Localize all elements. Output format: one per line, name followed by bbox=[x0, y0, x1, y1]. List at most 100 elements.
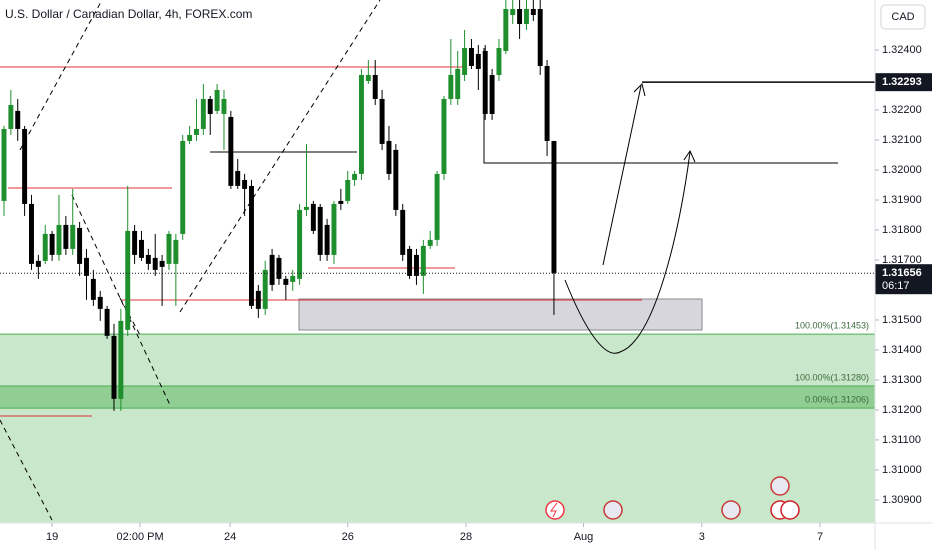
candle-body bbox=[242, 179, 248, 189]
candle-body bbox=[152, 257, 158, 270]
zone bbox=[0, 334, 875, 523]
candle-body bbox=[22, 128, 28, 204]
candle-body bbox=[214, 89, 220, 111]
y-tick-label: 1.31800 bbox=[882, 224, 922, 236]
candle-body bbox=[49, 233, 55, 255]
candle-body bbox=[166, 233, 172, 264]
candle-body bbox=[462, 47, 468, 75]
candle-body bbox=[324, 224, 330, 255]
candle-body bbox=[393, 149, 399, 210]
x-tick-label: 3 bbox=[699, 531, 705, 543]
candle-body bbox=[358, 74, 364, 174]
candle-body bbox=[262, 269, 268, 309]
candle-body bbox=[29, 203, 34, 264]
candle-body bbox=[187, 134, 193, 141]
candle-body bbox=[407, 248, 413, 276]
candle-body bbox=[283, 278, 289, 285]
event-icon[interactable] bbox=[603, 500, 623, 520]
y-tick-label: 1.32100 bbox=[882, 134, 922, 146]
candle-body bbox=[523, 8, 529, 24]
zones: 100.00%(1.31453) 100.00%(1.31280) 0.00%(1.… bbox=[0, 320, 875, 523]
candle-body bbox=[159, 260, 165, 267]
x-tick-label: 7 bbox=[817, 531, 823, 543]
y-tick-label: 1.31700 bbox=[882, 254, 922, 266]
candle-body bbox=[530, 8, 536, 15]
zone-label: 100.00%(1.31280) bbox=[795, 372, 869, 382]
candle-body bbox=[517, 8, 523, 24]
event-icon[interactable] bbox=[721, 500, 741, 520]
candle-body bbox=[475, 53, 481, 69]
candle-body bbox=[77, 227, 83, 264]
target-label: 1.32293 bbox=[882, 76, 922, 88]
candle-body bbox=[420, 245, 426, 276]
zone-band bbox=[0, 385, 875, 409]
trend-line bbox=[0, 419, 53, 521]
y-tick-label: 1.32200 bbox=[882, 104, 922, 116]
candle-body bbox=[489, 74, 495, 114]
x-tick-label: 19 bbox=[46, 531, 58, 543]
event-icon[interactable] bbox=[770, 476, 790, 496]
candle-body bbox=[434, 173, 440, 240]
y-tick-label: 1.32000 bbox=[882, 164, 922, 176]
candle-body bbox=[42, 233, 48, 261]
candle-body bbox=[379, 98, 385, 144]
candle-body bbox=[503, 8, 509, 51]
candle-body bbox=[97, 296, 103, 309]
y-tick-label: 1.31900 bbox=[882, 194, 922, 206]
currency[interactable]: CAD bbox=[891, 11, 914, 23]
y-tick-label: 1.31500 bbox=[882, 314, 922, 326]
candle-body bbox=[427, 239, 433, 246]
black-level bbox=[483, 48, 838, 164]
candle-body bbox=[63, 224, 69, 249]
countdown: 06:17 bbox=[882, 280, 910, 292]
candle-body bbox=[386, 140, 392, 174]
candle-body bbox=[338, 200, 344, 204]
last-price-box bbox=[875, 264, 932, 295]
event-icon[interactable] bbox=[780, 500, 800, 520]
candle-body bbox=[441, 98, 447, 174]
arrow bbox=[564, 151, 691, 354]
y-tick-label: 1.31400 bbox=[882, 344, 922, 356]
candle-body bbox=[15, 110, 21, 129]
candle-body bbox=[221, 98, 227, 114]
candle-body bbox=[455, 68, 461, 99]
arrow-head bbox=[633, 83, 646, 97]
candle-body bbox=[173, 239, 179, 264]
candle-body bbox=[317, 206, 323, 255]
candle-body bbox=[255, 290, 261, 309]
candle-body bbox=[331, 203, 337, 255]
candle-body bbox=[70, 224, 76, 249]
candle-body bbox=[345, 179, 351, 201]
y-tick-label: 1.31300 bbox=[882, 374, 922, 386]
candle-body bbox=[145, 254, 151, 264]
trend-line bbox=[71, 194, 171, 406]
candle-body bbox=[35, 260, 41, 267]
candle-body bbox=[551, 140, 557, 274]
x-tick-label: 02:00 PM bbox=[117, 531, 164, 543]
x-tick-label: 28 bbox=[460, 531, 472, 543]
candle-body bbox=[248, 185, 254, 306]
y-tick-label: 1.31000 bbox=[882, 464, 922, 476]
candle-body bbox=[118, 320, 124, 399]
candle-body bbox=[496, 47, 502, 75]
candle-body bbox=[365, 74, 371, 81]
last-price-label: 1.31656 bbox=[882, 267, 922, 279]
candle-body bbox=[297, 209, 303, 279]
x-tick-label: 26 bbox=[342, 531, 354, 543]
candle-body bbox=[372, 74, 378, 99]
candle-body bbox=[180, 140, 186, 234]
y-tick-label: 1.31100 bbox=[882, 434, 921, 446]
candle-body bbox=[482, 50, 488, 114]
currency-box[interactable] bbox=[880, 4, 926, 30]
x-tick-label: Aug bbox=[574, 531, 594, 543]
event-icon[interactable] bbox=[545, 500, 565, 520]
candles bbox=[1, 0, 557, 411]
candle-body bbox=[139, 239, 144, 258]
gray-box bbox=[298, 298, 703, 331]
candle-body bbox=[111, 335, 117, 399]
trend-line bbox=[179, 0, 381, 313]
y-tick-label: 1.31200 bbox=[882, 404, 922, 416]
candle-body bbox=[413, 254, 419, 276]
